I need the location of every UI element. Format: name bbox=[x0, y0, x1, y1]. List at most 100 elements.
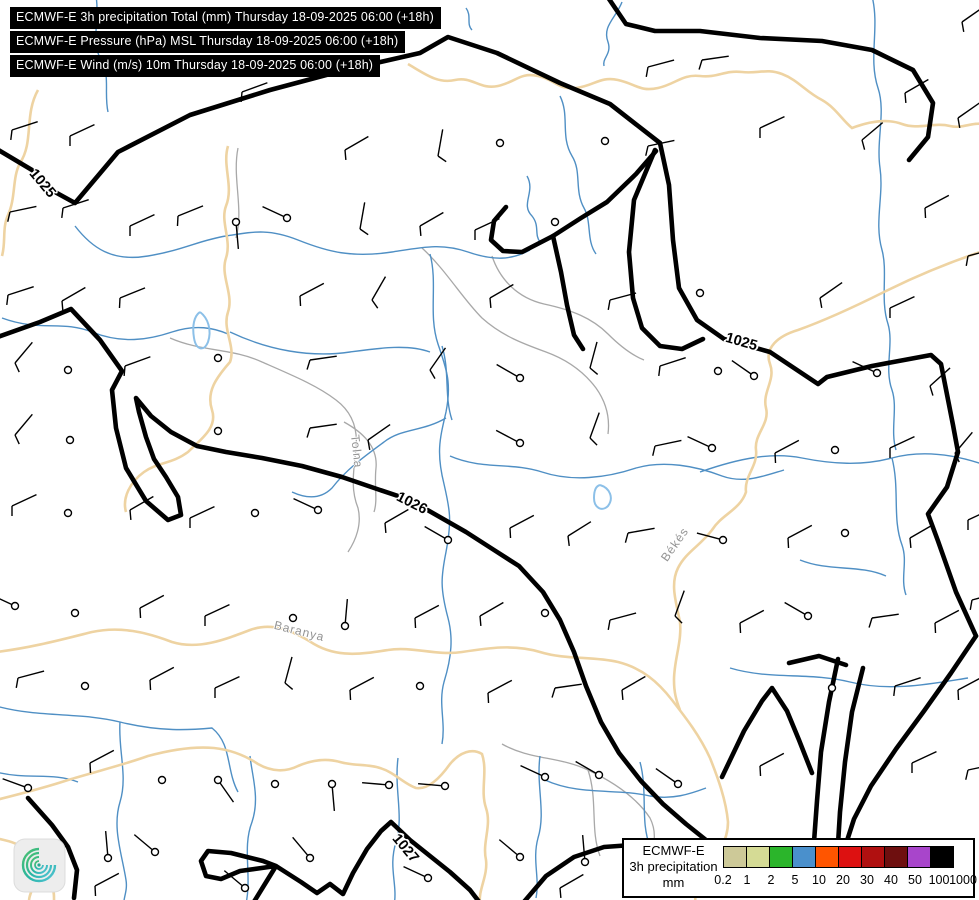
legend-swatch-3 bbox=[769, 846, 793, 868]
wind-barb bbox=[344, 135, 369, 161]
forecast-title-3: ECMWF-E Wind (m/s) 10m Thursday 18-09-20… bbox=[10, 55, 381, 77]
wind-barb bbox=[14, 413, 33, 445]
wind-barb bbox=[695, 288, 705, 298]
wind-barb bbox=[123, 356, 151, 377]
wind-barb bbox=[293, 497, 323, 515]
legend-swatch-1 bbox=[723, 846, 747, 868]
wind-barb bbox=[349, 676, 375, 701]
wind-barb bbox=[213, 426, 223, 436]
wind-barb bbox=[129, 213, 155, 236]
legend-tick-100: 100 bbox=[928, 873, 950, 887]
wind-barb bbox=[698, 55, 729, 70]
wind-barb bbox=[495, 429, 525, 448]
wind-barb bbox=[957, 102, 979, 128]
wind-barb bbox=[214, 675, 240, 698]
wind-barb bbox=[713, 366, 723, 376]
wind-barb bbox=[589, 341, 599, 375]
wind-barb bbox=[739, 609, 765, 634]
wind-barb bbox=[262, 205, 292, 223]
legend-swatch-7 bbox=[861, 846, 885, 868]
wind-barb bbox=[479, 601, 504, 627]
wind-barb bbox=[103, 831, 113, 863]
legend-swatch-6 bbox=[838, 846, 862, 868]
wind-barb bbox=[284, 656, 294, 690]
wind-barb bbox=[852, 360, 882, 378]
wind-barb bbox=[69, 123, 95, 146]
wind-barb bbox=[759, 115, 785, 138]
wind-barb bbox=[498, 839, 525, 862]
wind-barb bbox=[306, 423, 337, 438]
wind-barb bbox=[759, 752, 785, 777]
legend-tick-0.2: 0.2 bbox=[714, 873, 732, 887]
wind-barb bbox=[11, 493, 37, 516]
wind-barb bbox=[540, 608, 550, 618]
wind-barb bbox=[80, 681, 90, 691]
wind-barb bbox=[575, 760, 604, 780]
wind-barb bbox=[189, 505, 215, 528]
wind-barb bbox=[415, 681, 425, 691]
wind-barb bbox=[419, 211, 444, 237]
wind-barb bbox=[362, 780, 394, 790]
wind-barb bbox=[489, 283, 514, 309]
wind-barb bbox=[580, 835, 590, 867]
wind-barb bbox=[63, 365, 73, 375]
wind-barb bbox=[645, 59, 675, 77]
legend-unit: mm bbox=[662, 875, 685, 890]
site-logo bbox=[13, 838, 67, 899]
wind-barb bbox=[292, 836, 315, 863]
wind-barb bbox=[384, 508, 409, 534]
wind-barb bbox=[495, 138, 505, 148]
forecast-title-2: ECMWF-E Pressure (hPa) MSL Thursday 18-0… bbox=[10, 31, 406, 53]
wind-barb bbox=[70, 608, 80, 618]
wind-barb bbox=[231, 217, 241, 249]
wind-barb bbox=[327, 779, 337, 811]
wind-barb bbox=[437, 129, 447, 163]
wind-barbs bbox=[0, 9, 979, 899]
country-borders bbox=[0, 62, 979, 900]
legend-tick-1000: 1000 bbox=[949, 873, 977, 887]
wind-barb bbox=[655, 767, 683, 789]
wind-barb bbox=[954, 431, 973, 463]
wind-barb bbox=[624, 527, 655, 543]
wind-barb bbox=[652, 439, 682, 456]
wind-barb bbox=[787, 524, 813, 549]
wind-barb bbox=[157, 775, 167, 785]
wind-barb bbox=[965, 252, 979, 266]
wind-barb bbox=[731, 359, 759, 381]
wind-barb bbox=[509, 514, 535, 539]
wind-barb bbox=[89, 749, 115, 774]
legend-tick-40: 40 bbox=[884, 873, 898, 887]
wind-barb bbox=[429, 347, 447, 380]
legend-tick-1: 1 bbox=[743, 873, 751, 887]
wind-barb bbox=[819, 281, 843, 308]
wind-barb bbox=[487, 679, 513, 704]
wind-barb bbox=[830, 445, 840, 455]
legend-tick-2: 2 bbox=[767, 873, 775, 887]
wind-barb bbox=[129, 495, 154, 521]
wind-barb bbox=[840, 528, 850, 538]
wind-barb bbox=[911, 750, 937, 773]
wind-barb bbox=[567, 521, 592, 547]
lakes bbox=[192, 311, 612, 510]
wind-barb bbox=[250, 508, 260, 518]
legend-tick-10: 10 bbox=[812, 873, 826, 887]
legend-tick-5: 5 bbox=[791, 873, 799, 887]
legend-swatches bbox=[723, 846, 954, 868]
wind-barb bbox=[414, 604, 440, 629]
wind-barb bbox=[658, 356, 686, 377]
precipitation-legend: ECMWF-E 3h precipitation mm 0.2 1 2 5 10 20 30… bbox=[622, 838, 977, 898]
wind-barb bbox=[359, 202, 369, 236]
wind-barb bbox=[868, 613, 899, 628]
wind-barb bbox=[957, 678, 979, 701]
wind-barb bbox=[827, 683, 837, 693]
wind-barb bbox=[15, 670, 45, 688]
wind-barb bbox=[961, 9, 979, 32]
wind-barb bbox=[607, 612, 637, 630]
wind-barb bbox=[889, 435, 915, 458]
wind-barb bbox=[2, 778, 33, 793]
wind-barb bbox=[10, 120, 38, 141]
wind-barb bbox=[696, 532, 728, 545]
wind-barb bbox=[969, 597, 979, 610]
